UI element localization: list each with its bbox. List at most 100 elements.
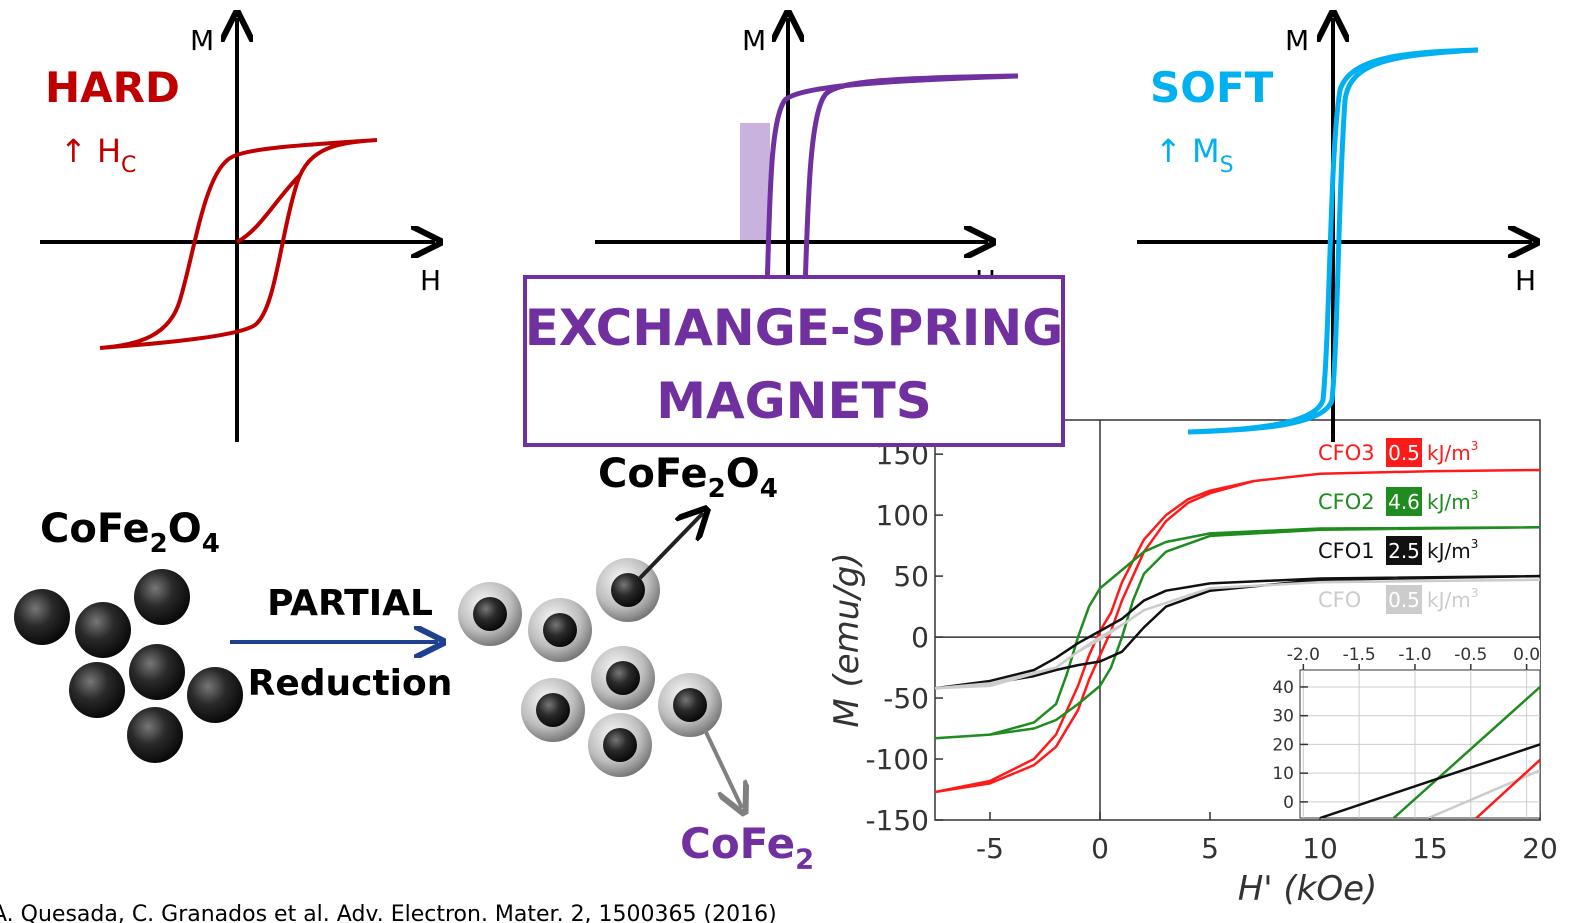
axis-label: M xyxy=(742,24,766,57)
legend-unit: kJ/m3 xyxy=(1427,586,1478,612)
banner-line: EXCHANGE-SPRING xyxy=(525,299,1064,357)
y-tick-label: -150 xyxy=(865,804,929,837)
x-tick-label: -1.5 xyxy=(1343,645,1376,665)
legend-label: CFO xyxy=(1318,588,1361,612)
x-tick-label: -1.0 xyxy=(1398,645,1431,665)
y-tick-label: 50 xyxy=(893,560,929,593)
formula: CoFe2O4 xyxy=(598,451,778,504)
soft-note: ↑ MS xyxy=(1155,132,1234,178)
soft-panel: M H SOFT ↑ MS xyxy=(1137,18,1536,442)
y-tick-label: 0 xyxy=(911,621,929,654)
particle xyxy=(187,667,243,723)
subscript: 4 xyxy=(760,474,778,504)
legend-unit: kJ/m3 xyxy=(1427,537,1478,563)
core-shell-particles xyxy=(458,558,722,777)
pointer-arrow xyxy=(640,513,703,578)
formula: CoFe2O4 xyxy=(40,506,220,559)
hard-panel: M H HARD ↑ HC xyxy=(40,18,441,442)
legend-unit: kJ/m3 xyxy=(1427,439,1478,465)
text: ↑ H xyxy=(60,132,121,170)
particle xyxy=(75,602,131,658)
unit: kJ/m xyxy=(1427,490,1471,514)
y-axis-label: M (emu/g) xyxy=(827,552,867,727)
particle xyxy=(127,707,183,763)
axis-label: M xyxy=(1285,24,1309,57)
figure: -505101520-150-100-50050100150H' (kOe)M … xyxy=(0,0,1594,923)
core-shell xyxy=(591,646,655,710)
axis-label: H xyxy=(1515,264,1536,297)
text: CoFe xyxy=(598,451,708,497)
x-tick-label: 0 xyxy=(1091,832,1109,865)
subscript: 2 xyxy=(150,529,168,559)
superscript: 3 xyxy=(1471,488,1479,502)
core-shell xyxy=(458,582,522,646)
y-tick-label: -100 xyxy=(865,743,929,776)
subscript: 2 xyxy=(708,474,726,504)
legend-label: CFO3 xyxy=(1318,441,1375,465)
text: O xyxy=(168,506,202,552)
core-shell xyxy=(588,713,652,777)
y-tick-label: 100 xyxy=(876,499,929,532)
x-tick-label: 15 xyxy=(1412,832,1448,865)
legend-value: 2.5 xyxy=(1388,539,1420,563)
legend-value: 0.5 xyxy=(1388,588,1420,612)
legend-value: 0.5 xyxy=(1388,441,1420,465)
superscript: 3 xyxy=(1471,439,1479,453)
formula: CoFe2 xyxy=(680,819,814,876)
banner-line: MAGNETS xyxy=(656,372,932,430)
hard-title: HARD xyxy=(45,63,180,112)
x-axis-label: H' (kOe) xyxy=(1238,869,1378,909)
text: O xyxy=(726,451,760,497)
legend-label: CFO2 xyxy=(1318,490,1375,514)
axis-label: M xyxy=(190,24,214,57)
text: ↑ M xyxy=(1155,132,1220,170)
subscript: C xyxy=(121,153,136,178)
particle xyxy=(69,662,125,718)
highlight xyxy=(740,123,770,243)
x-tick-label: 5 xyxy=(1201,832,1219,865)
particle xyxy=(129,644,185,700)
x-tick-label: 0.0 xyxy=(1513,645,1540,665)
x-tick-label: 10 xyxy=(1302,832,1338,865)
hard-note: ↑ HC xyxy=(60,132,136,178)
citation: A. Quesada, C. Granados et al. Adv. Elec… xyxy=(0,902,777,923)
y-tick-label: 20 xyxy=(1272,735,1294,755)
superscript: 3 xyxy=(1471,586,1479,600)
subscript: S xyxy=(1220,153,1234,178)
core-shell xyxy=(528,598,592,662)
superscript: 3 xyxy=(1471,537,1479,551)
x-tick-label: -0.5 xyxy=(1454,645,1487,665)
x-tick-label: 20 xyxy=(1522,832,1558,865)
x-tick-label: -2.0 xyxy=(1287,645,1320,665)
particle xyxy=(14,589,70,645)
x-tick-label: -5 xyxy=(976,832,1004,865)
particle xyxy=(134,569,190,625)
spring-panel: M H xyxy=(595,18,1018,297)
pointer-arrow xyxy=(705,730,742,808)
core-shell xyxy=(521,678,585,742)
y-tick-label: 10 xyxy=(1272,764,1294,784)
text: CoFe xyxy=(680,819,795,868)
text: CoFe xyxy=(40,506,150,552)
legend-value: 4.6 xyxy=(1388,490,1420,514)
y-tick-label: 30 xyxy=(1272,707,1294,727)
y-tick-label: 40 xyxy=(1272,678,1294,698)
soft-title: SOFT xyxy=(1150,63,1274,112)
subscript: 4 xyxy=(202,529,220,559)
y-tick-label: -50 xyxy=(883,682,929,715)
axis-label: H xyxy=(420,264,441,297)
unit: kJ/m xyxy=(1427,539,1471,563)
subscript: 2 xyxy=(795,845,814,876)
synthesis: CoFe2O4 PARTIAL Reduction CoFe2O4 CoFe2 xyxy=(14,451,814,876)
core-shell xyxy=(658,673,722,737)
unit: kJ/m xyxy=(1427,441,1471,465)
banner: EXCHANGE-SPRING MAGNETS xyxy=(525,277,1064,445)
step-label: PARTIAL xyxy=(267,583,433,624)
unit: kJ/m xyxy=(1427,588,1471,612)
particles xyxy=(14,569,243,763)
step-label: Reduction xyxy=(248,663,453,704)
y-tick-label: 0 xyxy=(1283,793,1294,813)
legend-unit: kJ/m3 xyxy=(1427,488,1478,514)
legend-label: CFO1 xyxy=(1318,539,1375,563)
